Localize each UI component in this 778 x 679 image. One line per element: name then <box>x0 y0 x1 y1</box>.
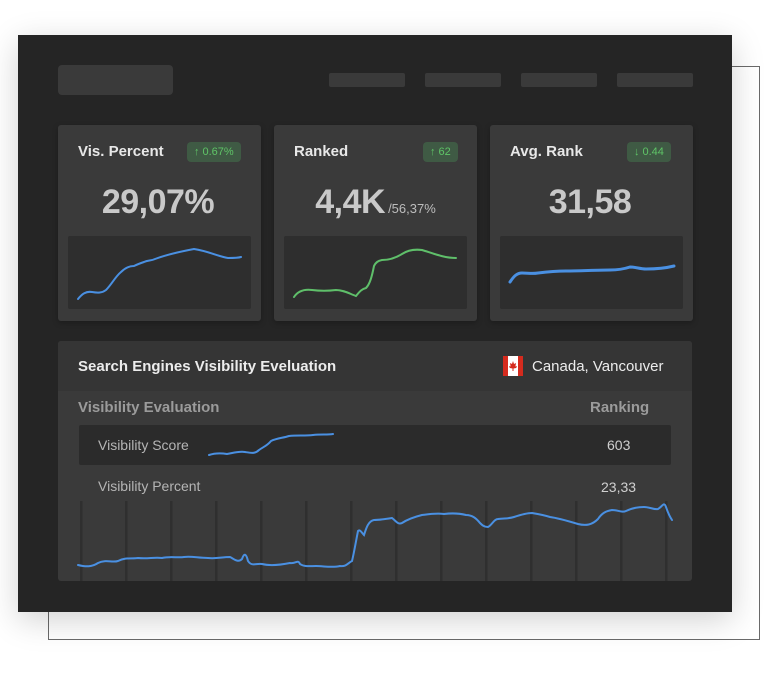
card-title: Avg. Rank <box>510 143 583 160</box>
sparkline-avg-rank <box>500 236 683 309</box>
card-avg-rank[interactable]: Avg. Rank ↓ 0.44 31,58 <box>490 125 693 321</box>
canada-flag-icon <box>503 356 523 376</box>
sparkline-line <box>508 264 676 284</box>
metric-main: 31,58 <box>548 183 632 221</box>
column-header-evaluation: Visibility Evaluation <box>78 399 220 416</box>
sparkline-line <box>77 247 242 300</box>
location-label[interactable]: Canada, Vancouver <box>532 358 664 375</box>
badge-value: 0.44 <box>642 146 664 158</box>
change-badge: ↑ 0.67% <box>187 142 241 162</box>
row-value: 23,33 <box>601 479 637 495</box>
metric-sub: /56,37% <box>388 201 436 216</box>
column-header-ranking: Ranking <box>590 399 650 416</box>
dashboard-panel: Vis. Percent ↑ 0.67% 29,07% Ranked ↑ 62 4,… <box>18 35 732 612</box>
arrow-up-icon: ↑ <box>430 146 436 158</box>
sparkline-line <box>208 433 334 456</box>
nav-placeholder-2[interactable] <box>425 73 501 87</box>
metric-value: 31,58 <box>490 183 693 222</box>
visibility-title: Search Engines Visibility Eveluation <box>78 358 337 375</box>
metric-main: 29,07% <box>101 183 215 221</box>
score-sparkline <box>208 433 334 456</box>
badge-value: 62 <box>438 146 451 158</box>
logo-placeholder <box>58 65 173 95</box>
chart-line <box>77 503 673 568</box>
card-title: Ranked <box>294 143 349 160</box>
visibility-evaluation-panel: Search Engines Visibility Eveluation Can… <box>58 341 692 581</box>
metric-main: 4,4K <box>315 183 386 221</box>
table-row[interactable]: Visibility Score 603 <box>79 425 671 465</box>
sparkline-svg <box>293 248 457 298</box>
arrow-up-icon: ↑ <box>194 146 200 158</box>
sparkline-line <box>293 248 457 298</box>
sparkline-vis-percent <box>68 236 251 309</box>
metric-value: 4,4K/56,37% <box>274 183 477 222</box>
nav-placeholder-4[interactable] <box>617 73 693 87</box>
sparkline-svg <box>508 264 676 284</box>
change-badge: ↑ 62 <box>423 142 458 162</box>
chart-grid <box>80 501 668 581</box>
arrow-down-icon: ↓ <box>634 146 640 158</box>
visibility-percent-chart <box>77 501 673 581</box>
change-badge: ↓ 0.44 <box>627 142 671 162</box>
badge-value: 0.67% <box>202 146 234 158</box>
row-label: Visibility Score <box>98 437 189 453</box>
visibility-header: Search Engines Visibility Eveluation Can… <box>58 341 692 391</box>
card-ranked[interactable]: Ranked ↑ 62 4,4K/56,37% <box>274 125 477 321</box>
sparkline-svg <box>77 247 242 300</box>
metric-value: 29,07% <box>58 183 261 222</box>
row-value: 603 <box>607 437 631 453</box>
nav-placeholder-1[interactable] <box>329 73 405 87</box>
card-vis-percent[interactable]: Vis. Percent ↑ 0.67% 29,07% <box>58 125 261 321</box>
nav-placeholder-3[interactable] <box>521 73 597 87</box>
row-label: Visibility Percent <box>98 478 201 494</box>
sparkline-ranked <box>284 236 467 309</box>
card-title: Vis. Percent <box>78 143 164 160</box>
